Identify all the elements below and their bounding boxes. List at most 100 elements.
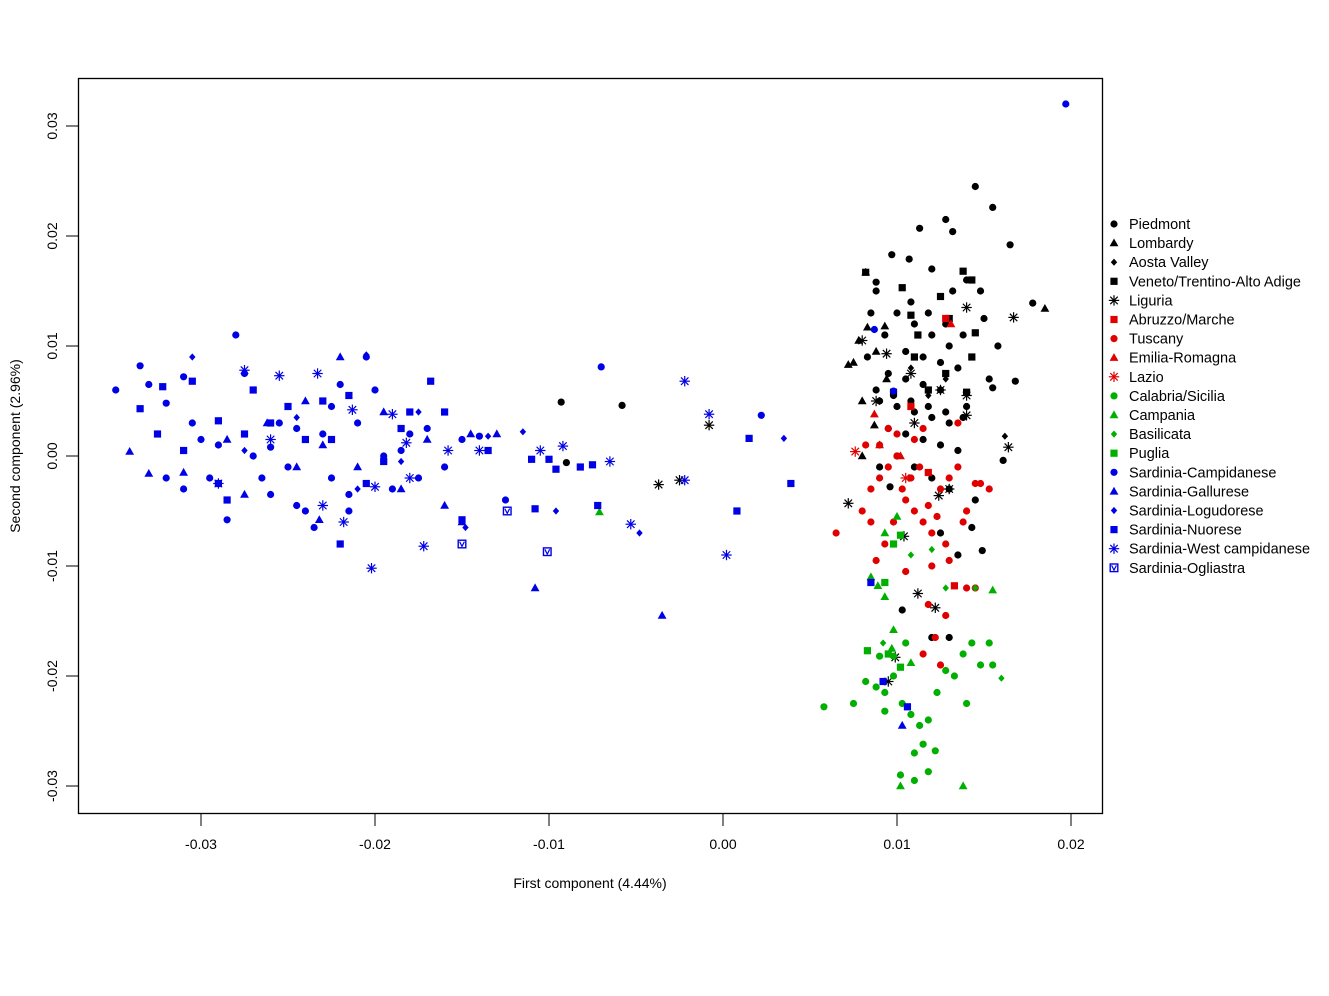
circle-marker-icon (954, 463, 962, 471)
square-marker-icon (153, 430, 162, 438)
square-marker-icon (159, 383, 167, 391)
x-tick-label: 0.00 (709, 836, 736, 852)
y-tick-label: 0.01 (44, 332, 60, 359)
circle-marker-icon (954, 364, 962, 372)
asterisk-marker-icon (679, 475, 690, 486)
circle-marker-icon (924, 600, 932, 609)
circle-marker-icon (919, 740, 927, 748)
legend-item: Lombardy (1109, 236, 1194, 252)
triangle-marker-icon (892, 511, 902, 520)
asterisk-marker-icon (870, 395, 882, 407)
circle-marker-icon (936, 485, 945, 493)
asterisk-marker-icon (881, 348, 892, 359)
asterisk-marker-icon (857, 335, 868, 346)
asterisk-marker-icon (721, 549, 732, 561)
circle-marker-icon (924, 309, 932, 317)
circle-marker-icon (872, 278, 880, 286)
circle-marker-icon (928, 474, 936, 482)
circle-marker-icon (870, 325, 878, 334)
square-marker-icon (136, 405, 144, 413)
circle-marker-icon (928, 529, 936, 537)
square-marker-icon (336, 540, 344, 548)
circle-marker-icon (989, 203, 997, 211)
asterisk-marker-icon (1108, 543, 1120, 554)
diamond-marker-icon (998, 674, 1005, 682)
square-marker-icon (249, 386, 257, 394)
circle-marker-icon (888, 251, 896, 259)
circle-marker-icon (327, 402, 336, 411)
square-marker-icon (267, 419, 275, 427)
circle-marker-icon (945, 633, 953, 642)
square-marker-icon (594, 501, 602, 510)
circle-marker-icon (945, 556, 953, 565)
circle-marker-icon (275, 419, 283, 427)
circle-marker-icon (963, 507, 971, 515)
triangle-marker-icon (1109, 410, 1119, 419)
legend-item: Emilia-Romagna (1109, 351, 1237, 367)
circle-marker-icon (258, 474, 266, 482)
circle-marker-icon (345, 490, 353, 499)
square-marker-icon (223, 496, 231, 504)
circle-marker-icon (501, 496, 510, 504)
asterisk-marker-icon (317, 500, 328, 511)
circle-marker-icon (985, 375, 993, 383)
circle-marker-icon (936, 358, 945, 367)
triangle-marker-icon (179, 467, 188, 476)
diamond-marker-icon (293, 413, 300, 422)
diamond-marker-icon (552, 507, 560, 515)
y-axis-title: Second component (2.96%) (7, 359, 23, 533)
circle-marker-icon (985, 485, 993, 493)
legend-item: Abruzzo/Marche (1110, 313, 1235, 329)
y-tick-label: -0.01 (44, 550, 60, 582)
circle-marker-icon (999, 456, 1007, 464)
circle-marker-icon (924, 501, 932, 510)
circle-marker-icon (985, 639, 993, 647)
asterisk-marker-icon (961, 302, 972, 313)
legend-label: Tuscany (1129, 332, 1184, 348)
legend: Piedmont Lombardy Aosta Valley Veneto/Trent… (1108, 217, 1310, 577)
circle-marker-icon (345, 507, 353, 515)
diamond-marker-icon (879, 639, 887, 647)
asterisk-marker-icon (338, 516, 349, 528)
triangle-marker-icon (958, 781, 968, 790)
legend-item: Tuscany (1110, 332, 1184, 348)
diamond-marker-icon (1001, 432, 1009, 440)
legend-label: Basilicata (1129, 427, 1192, 443)
square-marker-icon (898, 284, 906, 292)
asterisk-marker-icon (535, 445, 546, 456)
triangle-marker-icon (869, 420, 879, 429)
series-sardinia-logudorese (189, 351, 788, 537)
triangle-marker-icon (1040, 304, 1050, 312)
square-marker-icon (950, 582, 959, 590)
diamond-marker-icon (780, 434, 788, 442)
diamond-marker-icon (907, 364, 915, 372)
circle-marker-icon (214, 441, 222, 449)
asterisk-marker-icon (557, 440, 569, 452)
legend-label: Piedmont (1129, 217, 1190, 233)
boxcheck-marker-icon (502, 506, 512, 516)
circle-marker-icon (933, 688, 941, 697)
triangle-marker-icon (1109, 353, 1119, 361)
circle-marker-icon (976, 287, 985, 295)
triangle-marker-icon (440, 500, 449, 509)
circle-marker-icon (223, 516, 231, 524)
square-marker-icon (787, 479, 795, 488)
circle-marker-icon (971, 479, 979, 488)
series-sardinia-ogliastra (457, 506, 552, 557)
circle-marker-icon (1006, 241, 1014, 249)
series-lombardy (843, 267, 1050, 460)
triangle-marker-icon (882, 374, 891, 383)
circle-marker-icon (950, 672, 959, 680)
triangle-marker-icon (843, 360, 853, 368)
circle-marker-icon (862, 677, 870, 686)
triangle-marker-icon (1109, 238, 1119, 247)
legend-label: Sardinia-Nuorese (1129, 523, 1242, 539)
triangle-marker-icon (889, 625, 898, 633)
y-tick-label: 0.03 (44, 112, 60, 139)
legend-label: Liguria (1129, 293, 1173, 309)
boxcheck-marker-icon (542, 547, 552, 557)
circle-marker-icon (898, 485, 906, 493)
triangle-marker-icon (335, 352, 345, 361)
diamond-marker-icon (397, 457, 405, 466)
circle-marker-icon (910, 749, 919, 757)
